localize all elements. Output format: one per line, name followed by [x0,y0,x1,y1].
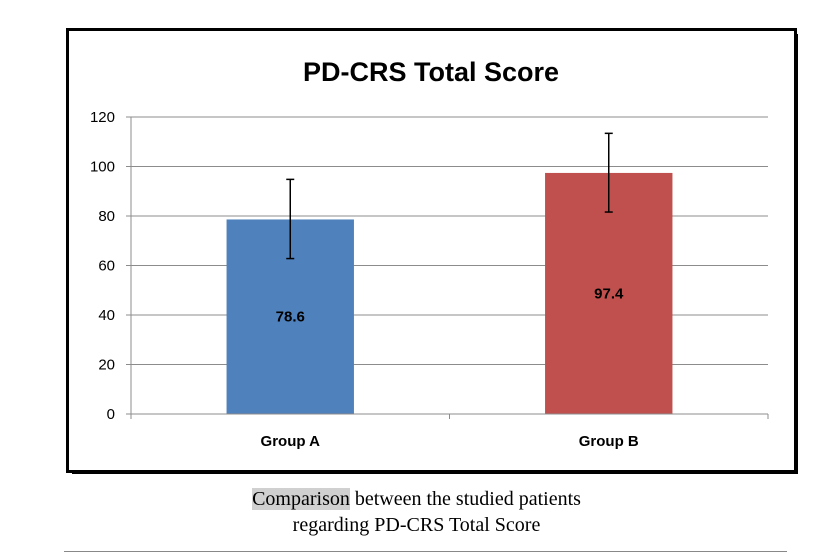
y-tick-label: 0 [107,406,115,423]
bar-chart: PD-CRS Total Score 0 20 40 60 80 100 120 78.6 Gr… [90,57,769,450]
bottom-divider [64,551,787,552]
y-tick-label: 100 [90,159,115,176]
x-category-label: Group B [579,433,639,450]
y-tick-label: 120 [90,109,115,126]
chart-frame: PD-CRS Total Score 0 20 40 60 80 100 120 78.6 Gr… [66,28,798,474]
caption-highlighted-word: Comparison [252,488,350,510]
y-tick-label: 80 [98,208,115,225]
chart-title: PD-CRS Total Score [303,57,559,87]
caption-line2: regarding PD-CRS Total Score [292,514,541,536]
y-tick-label: 60 [98,258,115,275]
axes [126,116,769,419]
labels: 0 20 40 60 80 100 120 78.6 Group A 97.4 Group B [90,109,639,450]
caption-line1-rest: between the studied patients [349,488,581,510]
data-label: 97.4 [594,285,624,302]
y-tick-label: 20 [98,357,115,374]
bar-group-b [545,172,673,414]
data-label: 78.6 [276,309,305,326]
figure-caption: Comparison between the studied patients … [0,486,833,538]
y-tick-label: 40 [98,307,115,324]
bars [226,132,673,414]
x-category-label: Group A [261,433,321,450]
